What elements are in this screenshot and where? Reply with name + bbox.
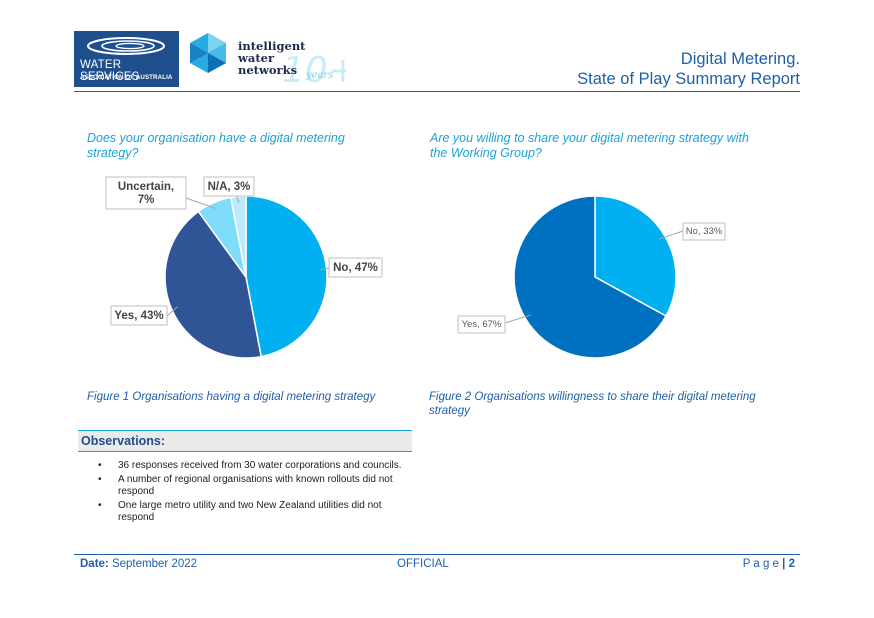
wsaa-logo-line1: WATER SERVICES xyxy=(80,59,140,83)
wsaa-logo: WATER SERVICES ASSOCIATION OF AUSTRALIA xyxy=(74,31,179,87)
data-label-box xyxy=(203,176,255,197)
leader-line xyxy=(504,314,532,324)
iwn-logo-line1: intelligent xyxy=(238,39,306,53)
footer-page-separator: | xyxy=(782,558,786,570)
leader-line xyxy=(185,197,217,210)
footer-page-number: 2 xyxy=(788,558,795,570)
figure1-question: Does your organisation have a digital me… xyxy=(87,131,345,160)
observation-item: 36 responses received from 30 water corp… xyxy=(98,460,410,472)
data-label: Uncertain, 7% xyxy=(118,181,174,206)
observations-title: Observations: xyxy=(81,434,166,448)
figure2-caption: Figure 2 Organisations willingness to sh… xyxy=(429,391,756,417)
iwn-logo-years: years xyxy=(306,70,334,81)
iwn-hexagon-icon: 10+ xyxy=(190,33,346,88)
data-label: No, 47% xyxy=(333,262,378,274)
footer-date: Date: September 2022 xyxy=(80,558,197,570)
pie-slice xyxy=(245,195,328,358)
footer-classification: OFFICIAL xyxy=(397,558,449,570)
footer-page: P a g e | 2 xyxy=(743,558,795,570)
iwn-badge: 10+ xyxy=(282,50,346,88)
footer-date-label: Date: xyxy=(80,558,109,570)
iwn-logo-line3: networks xyxy=(238,63,298,77)
observations-top-rule xyxy=(78,430,412,431)
observation-item: A number of regional organisations with … xyxy=(98,474,410,498)
wsaa-logo-line2: ASSOCIATION OF AUSTRALIA xyxy=(80,74,173,81)
data-label: No, 33% xyxy=(686,226,723,237)
data-label-box xyxy=(105,176,187,210)
figure2-question: Are you willing to share your digital me… xyxy=(430,131,749,160)
pie-slice xyxy=(513,195,668,359)
data-label: N/A, 3% xyxy=(208,181,251,193)
observations-list: 36 responses received from 30 water corp… xyxy=(98,460,410,526)
iwn-logo: 10+ intelligent water networks years xyxy=(186,30,346,88)
leader-line xyxy=(320,267,330,271)
share-strategy-pie-chart: No, 33% Yes, 67% xyxy=(457,195,726,359)
leader-line xyxy=(166,306,178,317)
footer-page-label: P a g e xyxy=(742,558,779,570)
water-swirl-icon xyxy=(87,37,165,55)
pie-slice xyxy=(164,210,263,359)
leader-line xyxy=(658,230,684,240)
iwn-logo-line2: water xyxy=(238,51,275,65)
data-label-box xyxy=(457,315,506,334)
report-title-line1: Digital Metering. xyxy=(680,50,800,68)
data-label-box xyxy=(682,222,726,241)
header-divider xyxy=(74,91,800,92)
observations-header: Observations: xyxy=(78,431,412,452)
data-label: Yes, 43% xyxy=(114,310,163,322)
report-title-line2: State of Play Summary Report xyxy=(577,70,800,88)
figure1-caption: Figure 1 Organisations having a digital … xyxy=(87,391,376,403)
digital-strategy-pie-chart: No, 47% Yes, 43% Uncertain, 7% N/A, 3% xyxy=(105,176,383,359)
pie-slice xyxy=(594,195,677,318)
footer-date-value: September 2022 xyxy=(111,558,198,570)
data-label: Yes, 67% xyxy=(462,319,502,330)
footer-divider xyxy=(74,554,800,555)
data-label-box xyxy=(110,305,168,326)
data-label-box xyxy=(328,257,383,278)
observation-item: One large metro utility and two New Zeal… xyxy=(98,500,410,524)
